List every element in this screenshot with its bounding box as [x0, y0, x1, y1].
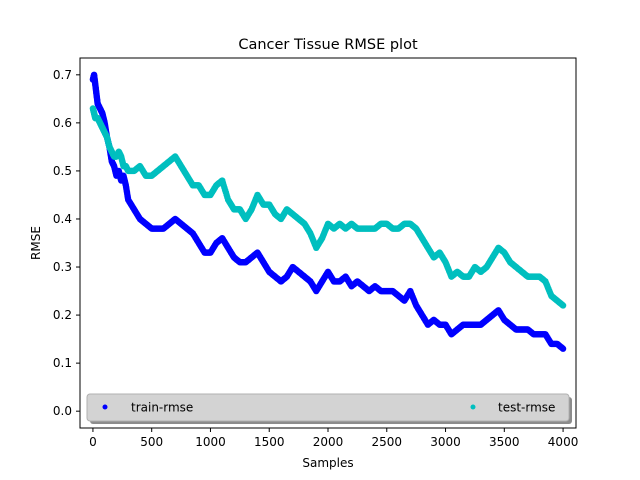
data-point [559, 302, 567, 309]
y-axis-title: RMSE [29, 226, 43, 260]
y-tick-label: 0.2 [53, 308, 72, 322]
y-axis: 0.0 0.1 0.2 0.3 0.4 0.5 0.6 0.7 [53, 68, 80, 418]
data-point [559, 345, 567, 352]
y-tick-label: 0.1 [53, 356, 72, 370]
y-tick-label: 0.3 [53, 260, 72, 274]
x-tick-label: 500 [140, 435, 163, 449]
legend-marker-test-rmse [470, 404, 476, 410]
legend: train-rmse test-rmse [86, 393, 572, 424]
plot-marks [89, 71, 567, 352]
y-tick-label: 0.7 [53, 68, 72, 82]
legend-label-test-rmse: test-rmse [498, 401, 555, 415]
series-test-rmse [89, 105, 567, 309]
chart-title: Cancer Tissue RMSE plot [238, 37, 418, 53]
legend-label-train-rmse: train-rmse [131, 401, 193, 415]
plot-frame [79, 57, 577, 429]
y-tick-label: 0.5 [53, 164, 72, 178]
x-tick-label: 0 [89, 435, 97, 449]
y-tick-label: 0.0 [53, 404, 72, 418]
series-train-rmse [89, 71, 567, 352]
x-axis-title: Samples [302, 456, 353, 470]
x-axis: 0 500 1000 1500 2000 2500 3000 3500 4000 [89, 428, 578, 449]
legend-box [86, 393, 570, 422]
x-tick-label: 3500 [489, 435, 520, 449]
y-tick-label: 0.6 [53, 116, 72, 130]
y-tick-label: 0.4 [53, 212, 72, 226]
x-tick-label: 2500 [371, 435, 402, 449]
x-tick-label: 3000 [430, 435, 461, 449]
x-tick-label: 1500 [254, 435, 285, 449]
x-tick-label: 2000 [313, 435, 344, 449]
x-tick-label: 4000 [548, 435, 579, 449]
x-tick-label: 1000 [195, 435, 226, 449]
legend-marker-train-rmse [102, 404, 108, 410]
